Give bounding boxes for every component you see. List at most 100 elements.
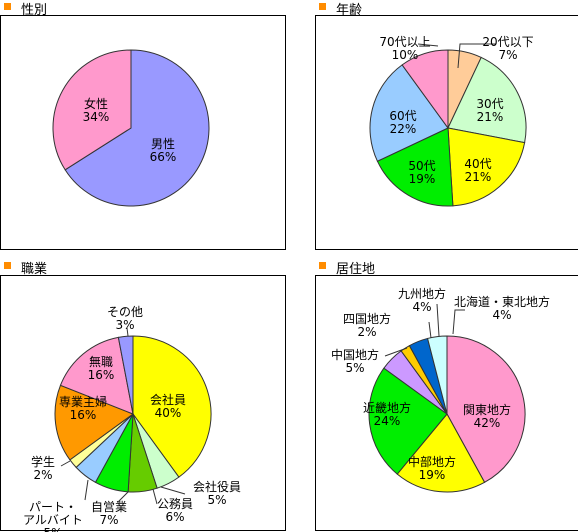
- slice-category: 関東地方: [463, 402, 511, 417]
- leader-line: [152, 488, 158, 505]
- slice-category: 40代: [464, 157, 491, 171]
- pie-slice: [369, 64, 449, 162]
- slice-category: 九州地方: [398, 286, 446, 301]
- slice-category: 近畿地方: [363, 400, 411, 415]
- leader-line: [84, 479, 89, 501]
- pie-slice: [64, 49, 210, 207]
- pie-slice: [447, 127, 526, 207]
- chart-panel-age: 年齢 20代以下 7% 30代 21% 40代 21% 50代 19% 60代 22% 70代以上 1…: [315, 0, 578, 266]
- slice-label: 関東地方 42%: [463, 402, 511, 430]
- pie-slice: [368, 367, 448, 475]
- chart-panel-residence: 居住地 関東地方 42% 中部地方 19% 近畿地方 24% 中国地方 5% 四国地方 2% 九州地…: [315, 259, 578, 531]
- slice-label: 中国地方 5%: [331, 347, 379, 375]
- slice-label: 近畿地方 24%: [363, 400, 411, 428]
- slice-category: その他: [107, 305, 143, 319]
- slice-category: 中部地方: [408, 454, 456, 469]
- slice-label: 中部地方 19%: [408, 454, 456, 482]
- slice-label: 男性 66%: [150, 137, 177, 164]
- chart-title: 居住地: [336, 262, 376, 277]
- slice-label: 専業主婦 16%: [59, 394, 107, 422]
- slice-value: 7%: [498, 48, 517, 62]
- slice-category: 女性: [84, 96, 108, 111]
- chart-frame: [315, 15, 578, 250]
- pie-chart-residence: 関東地方 42%中部地方 19%近畿地方 24%中国地方 5%四国地方 2%九州地方 4% 北…: [331, 286, 550, 493]
- pie-slice: [132, 335, 212, 478]
- slice-category: 50代: [408, 159, 435, 173]
- slice-label: その他 3%: [107, 305, 143, 332]
- slice-value: 10%: [392, 48, 419, 62]
- pie-chart-age: 20代以下 7% 30代 21% 40代 21% 50代 19% 60代 22% 70代以上 10%: [369, 35, 534, 207]
- slice-label: 自営業 7%: [91, 500, 127, 527]
- slice-value: 4%: [492, 308, 511, 322]
- slice-category: 専業主婦: [59, 394, 107, 409]
- bullet-square-icon: [4, 3, 11, 10]
- slice-label: 60代 22%: [389, 109, 416, 136]
- pie-slice: [376, 127, 454, 207]
- slice-value: 16%: [70, 408, 97, 422]
- slice-category: パート・: [29, 500, 77, 514]
- slice-value: 7%: [99, 513, 118, 527]
- slice-value: 40%: [155, 406, 182, 420]
- slice-label: 学生 2%: [31, 454, 55, 482]
- slice-category: 学生: [31, 454, 55, 469]
- pie-slice: [54, 384, 135, 461]
- slice-value: 34%: [83, 110, 110, 124]
- slice-category: アルバイト: [23, 513, 83, 527]
- slice-value: 2%: [33, 468, 52, 482]
- slice-value: 66%: [150, 150, 177, 164]
- slice-label: 女性 34%: [83, 96, 110, 124]
- pie-slice: [117, 335, 134, 415]
- bullet-square-icon: [319, 262, 326, 269]
- slice-value: 19%: [409, 172, 436, 186]
- slice-label: 九州地方 4%: [398, 286, 446, 314]
- pie-chart-gender: 男性 66% 女性 34%: [52, 49, 210, 207]
- slice-value: 42%: [474, 416, 501, 430]
- pie-chart-occupation: 会社員40%会社役員5%公務員6%自営業7%パート・アルバイト5%学生2%専業主…: [23, 305, 241, 532]
- slice-label: 30代 21%: [476, 97, 503, 124]
- slice-value: 21%: [465, 170, 492, 184]
- leader-line: [126, 327, 129, 337]
- slice-category: 70代以上: [379, 35, 430, 49]
- slice-category: 自営業: [91, 500, 127, 514]
- slice-label: 70代以上 10%: [379, 35, 430, 62]
- slice-label: 無職 16%: [88, 354, 115, 382]
- slice-label: 公務員 6%: [157, 497, 193, 524]
- chart-frame: [0, 275, 286, 531]
- leader-line: [457, 43, 496, 69]
- pie-slice: [59, 336, 134, 415]
- slice-category: 中国地方: [331, 347, 379, 362]
- bullet-square-icon: [319, 3, 326, 10]
- slice-value: 5%: [43, 526, 62, 532]
- slice-value: 22%: [390, 122, 417, 136]
- slice-value: 4%: [412, 300, 431, 314]
- slice-label: 20代以下 7%: [482, 35, 533, 62]
- pie-slice: [426, 335, 448, 415]
- slice-label: 会社員 40%: [150, 392, 186, 420]
- leader-line: [384, 347, 408, 357]
- pie-slice: [401, 49, 449, 130]
- slice-value: 5%: [207, 493, 226, 507]
- chart-frame: [315, 275, 578, 531]
- pie-slice: [52, 49, 132, 171]
- slice-category: 20代以下: [482, 35, 533, 49]
- pie-slice: [446, 335, 526, 484]
- slice-value: 19%: [419, 468, 446, 482]
- slice-category: 公務員: [157, 497, 193, 511]
- pie-slice: [396, 413, 486, 493]
- slice-category: 北海道・東北地方: [454, 294, 550, 309]
- chart-title: 職業: [21, 262, 48, 277]
- bullet-square-icon: [4, 262, 11, 269]
- leader-line: [60, 460, 71, 467]
- slice-value: 3%: [115, 318, 134, 332]
- slice-category: 会社役員: [193, 479, 241, 494]
- slice-category: 60代: [389, 109, 416, 123]
- leader-line: [160, 486, 186, 495]
- slice-value: 16%: [88, 368, 115, 382]
- slice-category: 男性: [151, 137, 175, 151]
- leader-line: [428, 321, 432, 339]
- slice-label: 北海道・東北地方 4%: [454, 294, 550, 322]
- leader-line: [417, 43, 439, 47]
- slice-label: 40代 21%: [464, 157, 491, 184]
- slice-category: 無職: [89, 354, 113, 369]
- chart-frame: [0, 15, 286, 250]
